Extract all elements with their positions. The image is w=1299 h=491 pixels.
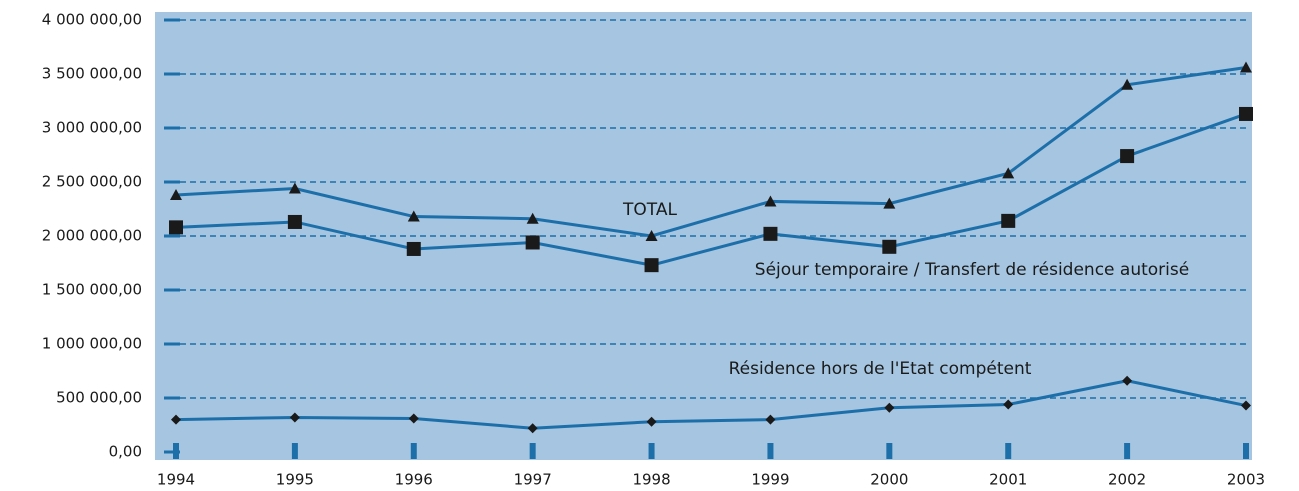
- y-tick-label: 3 500 000,00: [42, 65, 142, 83]
- y-tick-label: 2 500 000,00: [42, 173, 142, 191]
- series-line: [175, 66, 1247, 238]
- series-label: TOTAL: [622, 200, 677, 220]
- x-tick: [410, 443, 417, 459]
- marker: [408, 413, 419, 424]
- y-tick-label: 4 000 000,00: [42, 11, 142, 29]
- marker: [1003, 399, 1014, 410]
- y-tick-label: 1 500 000,00: [42, 281, 142, 299]
- marker: [527, 423, 538, 434]
- series-line: [175, 112, 1247, 267]
- y-tick-label: 0,00: [109, 443, 142, 461]
- marker: [169, 220, 183, 235]
- marker: [287, 214, 302, 229]
- x-tick-label: 2002: [1108, 471, 1146, 489]
- marker: [883, 197, 896, 209]
- y-tick-label: 500 000,00: [56, 389, 142, 407]
- x-tick-label: 2000: [870, 471, 908, 489]
- x-tick: [1005, 443, 1012, 459]
- marker: [764, 195, 777, 207]
- x-tick-label: 2003: [1227, 471, 1265, 489]
- marker: [288, 182, 301, 194]
- marker: [526, 212, 539, 224]
- x-tick: [886, 443, 893, 459]
- marker: [1001, 213, 1016, 228]
- marker: [1241, 400, 1251, 411]
- marker: [646, 416, 657, 427]
- marker: [170, 188, 182, 200]
- marker: [1122, 375, 1133, 386]
- x-tick: [529, 443, 536, 459]
- marker: [1121, 78, 1134, 90]
- x-tick: [1243, 443, 1249, 459]
- marker: [644, 258, 659, 273]
- marker: [765, 414, 776, 425]
- marker: [882, 239, 897, 254]
- marker: [289, 412, 300, 423]
- marker: [763, 226, 778, 241]
- marker: [406, 241, 421, 256]
- marker: [171, 414, 181, 425]
- marker: [525, 235, 540, 250]
- x-tick: [648, 443, 655, 459]
- y-tick-label: 1 000 000,00: [42, 335, 142, 353]
- marker: [1002, 167, 1015, 179]
- series-label: Résidence hors de l'Etat compétent: [729, 359, 1032, 379]
- marker: [407, 210, 420, 222]
- series-line: [175, 379, 1247, 430]
- marker: [884, 402, 895, 413]
- x-tick-label: 1995: [276, 471, 314, 489]
- marker: [1120, 149, 1135, 164]
- x-tick-label: 1996: [395, 471, 433, 489]
- x-tick-label: 1994: [157, 471, 195, 489]
- marker: [1239, 106, 1253, 121]
- y-tick-label: 2 000 000,00: [42, 227, 142, 245]
- x-tick: [173, 443, 179, 459]
- x-tick-label: 1999: [751, 471, 789, 489]
- x-tick: [1124, 443, 1131, 459]
- x-tick-label: 1997: [514, 471, 552, 489]
- x-tick: [291, 443, 298, 459]
- series-label: Séjour temporaire / Transfert de résiden…: [755, 260, 1189, 280]
- marker: [645, 230, 658, 241]
- x-tick-label: 1998: [632, 471, 670, 489]
- x-tick: [767, 443, 774, 459]
- y-tick-label: 3 000 000,00: [42, 119, 142, 137]
- x-tick-label: 2001: [989, 471, 1027, 489]
- marker: [1240, 61, 1252, 73]
